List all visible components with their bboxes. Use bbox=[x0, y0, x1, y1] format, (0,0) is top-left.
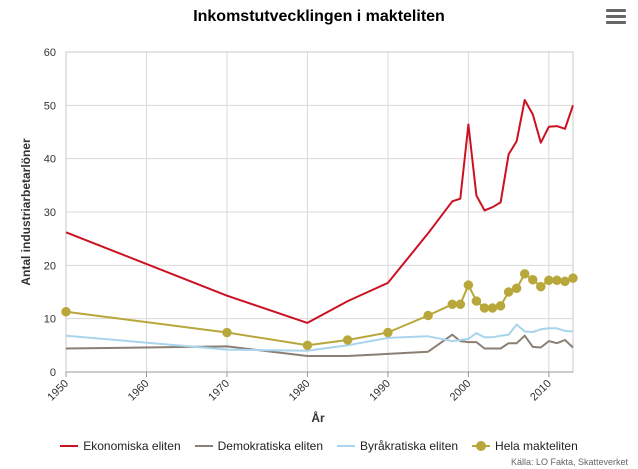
legend-item[interactable]: Demokratiska eliten bbox=[194, 439, 323, 453]
data-point[interactable] bbox=[503, 287, 514, 297]
data-point[interactable] bbox=[511, 283, 522, 294]
legend-swatch bbox=[194, 445, 213, 447]
data-point[interactable] bbox=[463, 280, 474, 290]
data-point[interactable] bbox=[479, 303, 490, 313]
chart-title: Inkomstutvecklingen i makteliten bbox=[193, 8, 445, 25]
legend-marker bbox=[476, 441, 487, 451]
legend-swatch bbox=[60, 445, 79, 447]
data-point[interactable] bbox=[487, 303, 498, 313]
data-point[interactable] bbox=[536, 281, 546, 292]
data-point[interactable] bbox=[222, 327, 232, 338]
data-point[interactable] bbox=[302, 340, 313, 351]
data-point[interactable] bbox=[544, 275, 554, 286]
credits: Källa: LO Fakta, Skatteverket bbox=[510, 457, 628, 467]
legend-item[interactable]: Byråkratiska eliten bbox=[337, 439, 458, 453]
series-line-byr-kratiska-eliten[interactable] bbox=[65, 323, 574, 352]
x-tick-label: 1960 bbox=[126, 378, 152, 404]
x-tick-label: 1980 bbox=[287, 378, 313, 404]
legend-label: Hela makteliten bbox=[495, 439, 578, 453]
y-axis-title: Antal industriarbetarlöner bbox=[19, 138, 33, 286]
data-point[interactable] bbox=[552, 275, 562, 286]
y-tick-label: 10 bbox=[44, 314, 56, 326]
data-point[interactable] bbox=[560, 276, 570, 287]
data-point[interactable] bbox=[568, 273, 578, 283]
x-tick-label: 2010 bbox=[528, 378, 554, 404]
y-tick-label: 40 bbox=[44, 154, 56, 166]
data-point[interactable] bbox=[447, 299, 458, 310]
data-point[interactable] bbox=[495, 301, 506, 311]
legend-swatch bbox=[472, 441, 491, 451]
grid bbox=[65, 51, 574, 373]
x-tick-label: 1950 bbox=[45, 378, 71, 404]
y-tick-label: 0 bbox=[50, 367, 56, 379]
y-tick-label: 30 bbox=[44, 207, 56, 219]
series-line-demokratiska-eliten[interactable] bbox=[65, 333, 574, 357]
legend-label: Ekonomiska eliten bbox=[83, 439, 181, 453]
data-point[interactable] bbox=[519, 269, 530, 279]
data-point[interactable] bbox=[61, 306, 71, 317]
x-tick-label: 1970 bbox=[206, 378, 232, 404]
y-tick-label: 60 bbox=[44, 47, 56, 59]
legend-item[interactable]: Ekonomiska eliten bbox=[60, 439, 181, 453]
y-tick-label: 50 bbox=[44, 100, 56, 112]
legend-item[interactable]: Hela makteliten bbox=[472, 439, 578, 453]
data-point[interactable] bbox=[342, 335, 353, 345]
data-point[interactable] bbox=[455, 299, 466, 310]
data-point[interactable] bbox=[423, 310, 433, 321]
y-tick-label: 20 bbox=[44, 260, 56, 272]
series-line-ekonomiska-eliten[interactable] bbox=[65, 99, 574, 324]
series-layer bbox=[61, 99, 578, 357]
legend-label: Byråkratiska eliten bbox=[360, 439, 459, 453]
x-axis-title: År bbox=[311, 410, 325, 425]
data-point[interactable] bbox=[383, 327, 393, 338]
legend-swatch bbox=[337, 445, 355, 447]
data-point[interactable] bbox=[528, 274, 538, 285]
legend: Ekonomiska eliten Demokratiska eliten Byrå… bbox=[0, 436, 638, 453]
x-tick-label: 1990 bbox=[367, 378, 393, 404]
data-point[interactable] bbox=[471, 296, 482, 306]
x-tick-label: 2000 bbox=[448, 378, 474, 404]
chart-menu-icon[interactable] bbox=[606, 9, 626, 25]
legend-label: Demokratiska eliten bbox=[217, 439, 323, 453]
